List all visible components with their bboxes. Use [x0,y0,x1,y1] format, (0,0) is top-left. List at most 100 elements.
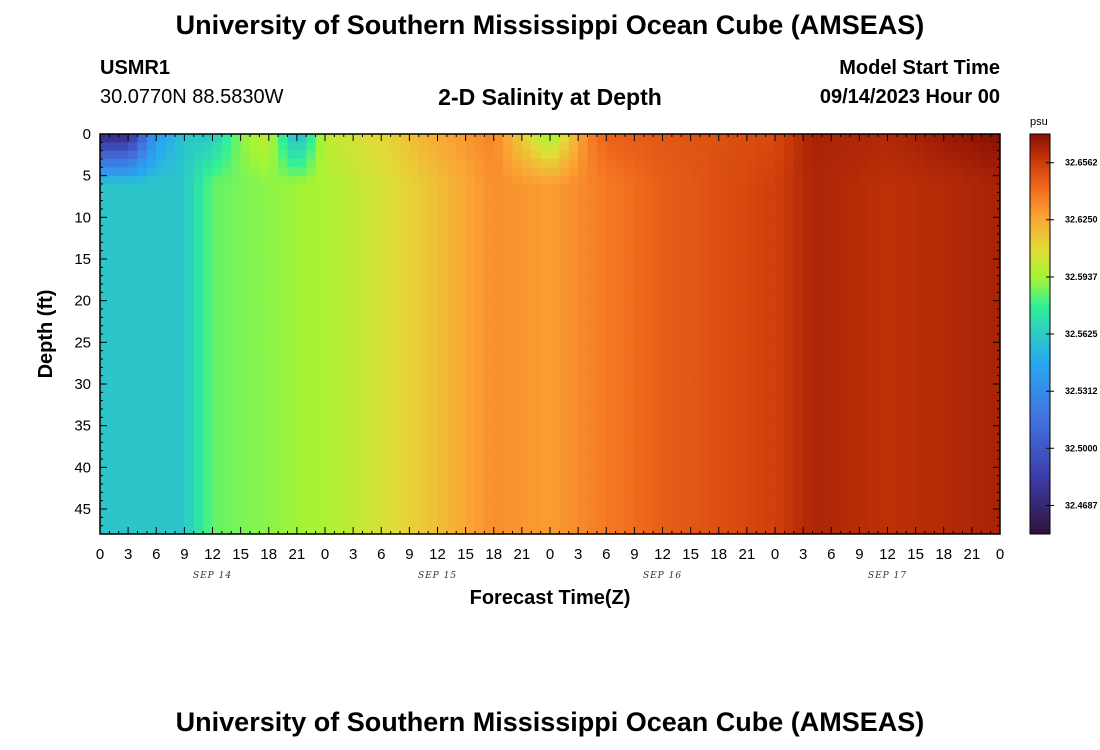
heatmap-cell [418,450,429,460]
heatmap-cell [568,392,579,402]
heatmap-cell [456,317,467,327]
heatmap-cell [231,334,242,343]
heatmap-cell [643,509,654,518]
heatmap-cell [821,384,832,393]
heatmap-cell [559,134,570,143]
heatmap-cell [981,525,992,534]
heatmap-cell [868,184,879,193]
heatmap-cell [390,192,401,202]
heatmap-cell [278,509,289,518]
heatmap-cell [446,200,457,210]
heatmap-cell [625,250,635,260]
heatmap-cell [700,259,710,268]
heatmap-cell [203,150,214,160]
heatmap-cell [765,200,776,210]
y-axis-title: Depth (ft) [35,290,57,379]
heatmap-cell [915,434,926,443]
heatmap-cell [812,167,823,177]
heatmap-cell [193,517,204,527]
heatmap-cell [596,275,607,285]
heatmap-cell [203,434,214,443]
heatmap-cell [700,317,710,327]
heatmap-cell [681,484,692,493]
heatmap-cell [596,334,607,343]
heatmap-cell [671,325,682,335]
heatmap-cell [709,309,720,318]
heatmap-cell [343,459,354,468]
heatmap-cell [409,400,420,410]
heatmap-cell [231,317,242,327]
heatmap-cell [896,209,907,218]
heatmap-cell [765,175,776,185]
heatmap-cell [475,442,485,452]
heatmap-cell [465,267,476,277]
heatmap-cell [203,159,214,168]
heatmap-cell [175,192,185,202]
heatmap-cell [831,517,842,527]
heatmap-cell [887,509,898,518]
heatmap-cell [840,142,851,152]
heatmap-cell [793,342,804,352]
colorbar-tick-label: 32.6250 [1065,215,1098,225]
heatmap-cell [503,367,514,377]
heatmap-cell [737,509,748,518]
heatmap-cell [925,325,935,335]
heatmap-cell [137,475,148,485]
heatmap-cell [418,234,429,243]
heatmap-cell [925,167,935,177]
heatmap-cell [568,267,579,277]
heatmap-cell [137,309,148,318]
heatmap-cell [493,134,504,143]
heatmap-cell [128,242,139,252]
heatmap-cell [793,259,804,268]
heatmap-cell [803,442,814,452]
heatmap-cell [296,392,307,402]
heatmap-cell [362,467,373,477]
heatmap-cell [728,367,739,377]
page-title: University of Southern Mississippi Ocean… [175,10,925,40]
heatmap-cell [521,350,532,360]
heatmap-cell [512,267,523,277]
heatmap-cell [578,509,589,518]
heatmap-cell [428,142,439,152]
heatmap-cell [756,317,767,327]
heatmap-cell [437,200,448,210]
heatmap-cell [934,292,945,302]
heatmap-cell [165,517,176,527]
heatmap-cell [990,192,1000,202]
heatmap-cell [146,467,157,477]
heatmap-cell [746,167,757,177]
heatmap-cell [840,242,851,252]
heatmap-cell [353,517,364,527]
heatmap-cell [728,342,739,352]
heatmap-cell [325,492,335,502]
heatmap-cell [381,259,392,268]
heatmap-cell [165,384,176,393]
heatmap-cell [971,509,982,518]
heatmap-cell [821,417,832,427]
heatmap-cell [915,217,926,227]
heatmap-cell [943,517,954,527]
heatmap-cell [287,392,298,402]
heatmap-cell [184,417,195,427]
heatmap-cell [137,525,148,534]
heatmap-cell [578,434,589,443]
heatmap-cell [906,175,917,185]
heatmap-cell [775,342,785,352]
heatmap-cell [625,384,635,393]
heatmap-cell [746,292,757,302]
heatmap-cell [803,375,814,385]
heatmap-cell [840,200,851,210]
heatmap-cell [831,225,842,235]
heatmap-cell [409,325,420,335]
heatmap-cell [775,484,785,493]
heatmap-cell [746,425,757,435]
heatmap-cell [503,484,514,493]
heatmap-cell [165,484,176,493]
heatmap-cell [437,425,448,435]
heatmap-cell [137,142,148,152]
heatmap-cell [709,342,720,352]
heatmap-cell [353,217,364,227]
heatmap-cell [700,475,710,485]
heatmap-cell [259,234,270,243]
